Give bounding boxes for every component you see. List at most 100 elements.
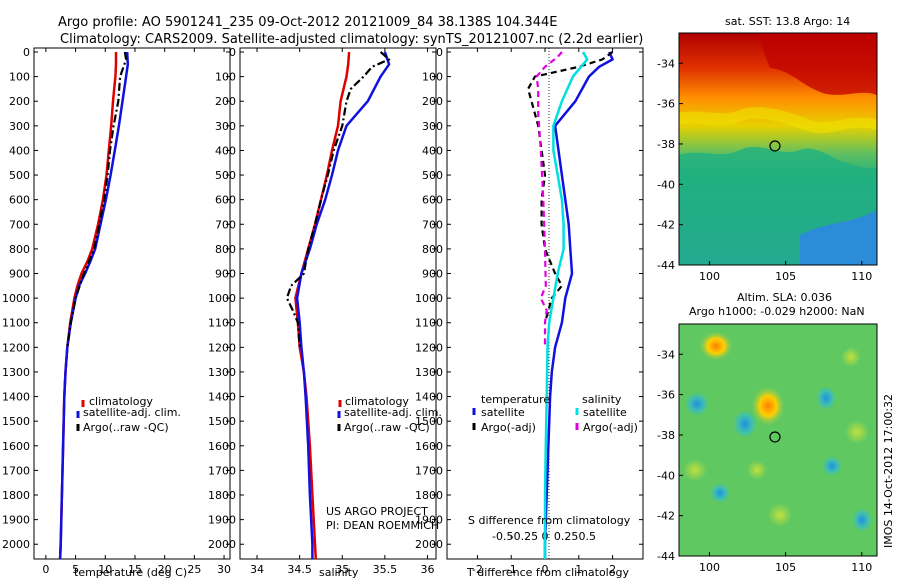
depth-tick-label: 0: [436, 46, 443, 59]
argo-position-marker: [769, 431, 781, 443]
depth-tick-label: 1200: [415, 341, 443, 354]
series-line-satellite: [295, 51, 391, 559]
depth-tick-label: 1700: [208, 464, 236, 477]
map-x-tick-label: 105: [775, 270, 796, 283]
depth-tick-label: 1400: [415, 391, 443, 404]
depth-tick-label: 200: [9, 95, 30, 108]
legend-satellite-label: satellite-adj. clim.: [83, 406, 181, 419]
depth-tick-label: 2000: [415, 538, 443, 551]
x-tick-label: 0: [542, 563, 549, 576]
t-difference-axis-label: T difference from climatology: [466, 566, 629, 579]
legend-argo-label: Argo(..raw -QC): [344, 421, 430, 434]
depth-tick-label: 400: [215, 144, 236, 157]
series-line-s_satellite: [543, 51, 589, 559]
depth-tick-label: 1900: [415, 514, 443, 527]
map-y-tick-label: -38: [657, 429, 675, 442]
depth-tick-label: 0: [229, 46, 236, 59]
x2-tick-label: 0.25: [554, 530, 579, 543]
depth-tick-label: 500: [422, 169, 443, 182]
argo-position-marker: [769, 140, 781, 152]
depth-tick-label: 0: [23, 46, 30, 59]
x-tick-label: 25: [187, 563, 201, 576]
series-line-argo: [285, 51, 391, 348]
depth-tick-label: 300: [422, 120, 443, 133]
sst-map-title: sat. SST: 13.8 Argo: 14: [725, 15, 850, 28]
x-tick-label: 34.5: [287, 563, 312, 576]
map-y-tick-label: -40: [657, 178, 675, 191]
depth-tick-label: 1500: [415, 415, 443, 428]
sla-map: Altim. SLA: 0.036 Argo h1000: -0.029 h20…: [657, 291, 878, 574]
depth-tick-label: 1400: [208, 391, 236, 404]
map-x-tick-label: 100: [699, 270, 720, 283]
x-tick-label: 34: [250, 563, 264, 576]
legend-s-argo-label: Argo(-adj): [583, 421, 638, 434]
series-line-s_argo: [535, 51, 563, 348]
map-x-tick-label: 105: [775, 561, 796, 574]
depth-tick-label: 700: [215, 218, 236, 231]
sst-map: sat. SST: 13.8 Argo: 14 100 105 110 -34 -36 -…: [657, 15, 878, 283]
depth-tick-label: 2000: [208, 538, 236, 551]
depth-tick-label: 1200: [2, 341, 30, 354]
s-difference-axis-label: S difference from climatology: [468, 514, 631, 527]
depth-tick-label: 1900: [208, 514, 236, 527]
x-tick-label: 0: [42, 563, 49, 576]
footer-stamp: IMOS 14-Oct-2012 17:00:32: [882, 394, 895, 548]
map-x-tick-label: 110: [851, 561, 872, 574]
depth-tick-label: 1700: [415, 464, 443, 477]
depth-tick-label: 1500: [2, 415, 30, 428]
depth-tick-label: 600: [215, 194, 236, 207]
depth-tick-label: 500: [9, 169, 30, 182]
depth-tick-label: 1500: [208, 415, 236, 428]
depth-tick-label: 800: [215, 243, 236, 256]
depth-tick-label: 1000: [208, 292, 236, 305]
x2-tick-label: -0.25: [510, 530, 538, 543]
salinity-panel: 0 100 200 300 400 500 600 700 800 900 1000 1100 1200…: [208, 46, 442, 579]
map-y-tick-label: -44: [657, 259, 675, 272]
series-line-t_argo: [526, 51, 614, 323]
x2-tick-label: 0.5: [578, 530, 596, 543]
depth-tick-label: 1700: [2, 464, 30, 477]
legend-argo-label: Argo(..raw -QC): [83, 421, 169, 434]
series-line-satellite: [58, 51, 130, 559]
depth-tick-label: 1800: [2, 489, 30, 502]
depth-tick-label: 1000: [2, 292, 30, 305]
x-tick-label: 36: [420, 563, 434, 576]
depth-tick-label: 1000: [415, 292, 443, 305]
depth-tick-label: 900: [422, 268, 443, 281]
map-y-tick-label: -44: [657, 550, 675, 563]
depth-tick-label: 900: [215, 268, 236, 281]
depth-tick-label: 1600: [2, 440, 30, 453]
map-y-tick-label: -38: [657, 138, 675, 151]
map-y-tick-label: -34: [657, 348, 675, 361]
temperature-panel: 0100200300400500600700800900100011001200…: [2, 46, 231, 579]
depth-tick-label: 600: [9, 194, 30, 207]
series-line-t_satellite: [543, 51, 614, 559]
x-tick-label: 1: [575, 563, 582, 576]
x-tick-label: 5: [72, 563, 79, 576]
difference-panel: 0100200300400500600700800900100011001200…: [415, 46, 644, 579]
sla-map-title-1: Altim. SLA: 0.036: [737, 291, 832, 304]
x-tick-label: -2: [472, 563, 483, 576]
depth-tick-label: 1100: [2, 317, 30, 330]
header-line-2: Climatology: CARS2009. Satellite-adjuste…: [60, 32, 643, 47]
depth-tick-label: 1100: [415, 317, 443, 330]
x-tick-label: -1: [506, 563, 517, 576]
depth-tick-label: 1600: [415, 440, 443, 453]
legend-t-satellite-label: satellite: [481, 406, 525, 419]
x-tick-label: 2: [609, 563, 616, 576]
legend-climatology-label: climatology: [89, 395, 153, 408]
map-y-tick-label: -42: [657, 510, 675, 523]
depth-tick-label: 200: [422, 95, 443, 108]
depth-tick-label: 800: [422, 243, 443, 256]
depth-tick-label: 1200: [208, 341, 236, 354]
depth-tick-label: 500: [215, 169, 236, 182]
depth-tick-label: 1300: [2, 366, 30, 379]
depth-tick-label: 700: [9, 218, 30, 231]
depth-tick-label: 800: [9, 243, 30, 256]
salinity-axis-label: salinity: [319, 566, 359, 579]
difference-legend: temperature salinity satellite Argo(-adj…: [472, 393, 638, 434]
depth-tick-label: 400: [422, 144, 443, 157]
project-annotation-line-1: US ARGO PROJECT: [326, 505, 428, 518]
depth-tick-label: 100: [422, 71, 443, 84]
